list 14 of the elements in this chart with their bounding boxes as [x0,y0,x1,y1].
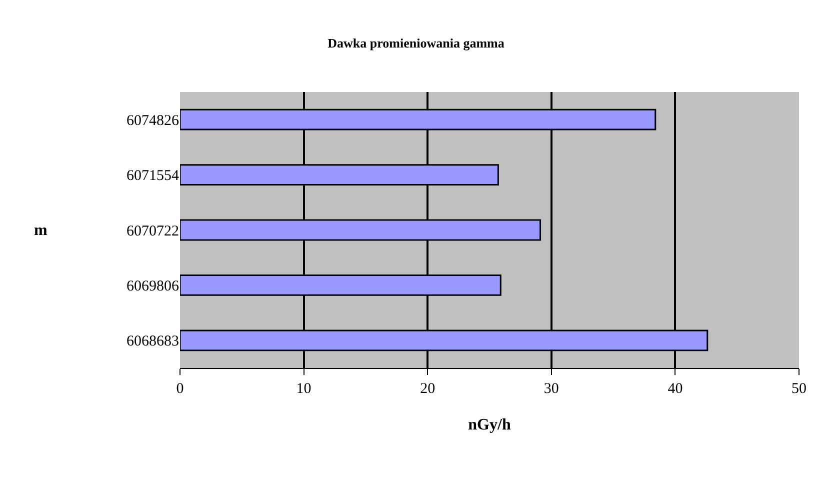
x-tick-label: 50 [792,381,806,397]
x-axis-title: nGy/h [468,416,511,434]
y-tick-label: 6071554 [126,168,180,184]
y-tick-label: 6069806 [126,278,180,294]
x-tick-label: 0 [176,381,184,397]
chart-title: Dawka promieniowania gamma [328,35,505,50]
y-axis-title: m [34,222,48,239]
x-tick-label: 40 [668,381,683,397]
y-tick-label: 6074826 [126,112,180,129]
y-tick-label: 6070722 [126,223,179,240]
x-tick-label: 10 [296,381,312,397]
y-tick-label: 6068683 [126,334,179,350]
x-tick-label: 30 [544,381,559,397]
x-tick-label: 20 [420,381,436,397]
